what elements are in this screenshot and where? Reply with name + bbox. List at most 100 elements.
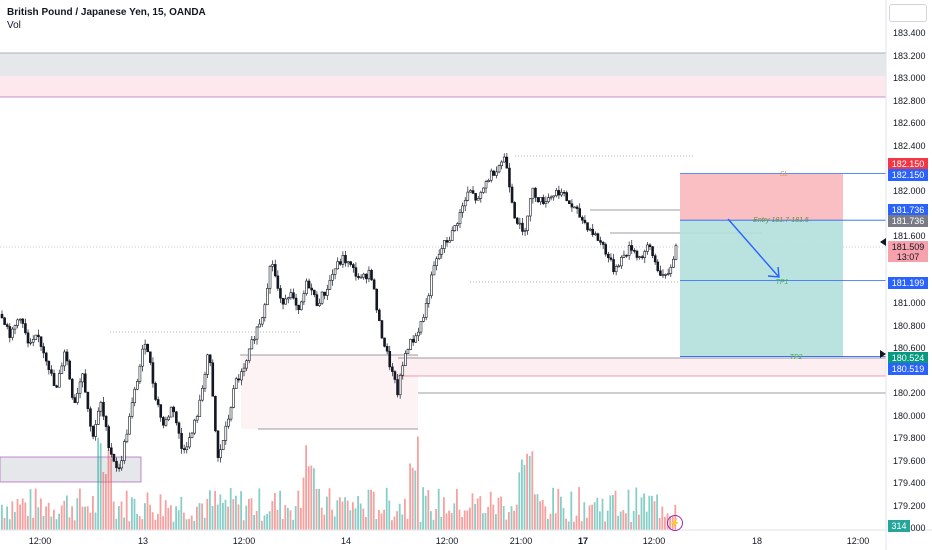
candle-body — [273, 264, 277, 277]
candle-body — [3, 317, 6, 325]
volume-bar — [554, 513, 557, 530]
candle-body — [307, 280, 311, 289]
candle-body — [294, 297, 298, 306]
candle-body — [47, 360, 51, 371]
volume-bar — [619, 511, 622, 530]
volume-bar — [144, 503, 146, 530]
candle-body — [63, 351, 66, 367]
demand-zone-light — [241, 355, 418, 429]
price-tick-label: 182.400 — [893, 140, 926, 151]
volume-bar — [596, 497, 599, 530]
volume-bar — [81, 506, 84, 530]
volume-bar — [271, 501, 274, 530]
volume-bar — [456, 488, 458, 530]
volume-bar — [531, 451, 534, 530]
candle-body — [453, 225, 457, 231]
candle-body — [325, 289, 329, 296]
candle-body — [474, 193, 477, 201]
candle-body — [653, 255, 657, 263]
volume-bar — [287, 507, 289, 530]
volume-bar — [141, 519, 144, 530]
candle-body — [659, 270, 662, 276]
candle-body — [232, 388, 235, 408]
volume-indicator-label[interactable]: Vol — [7, 20, 21, 31]
volume-bar — [380, 513, 383, 530]
volume-bar — [266, 513, 268, 530]
volume-bar — [591, 504, 593, 530]
price-tick-label: 182.600 — [893, 118, 926, 128]
candle-body — [375, 288, 379, 311]
volume-bar — [458, 509, 461, 530]
candle-body — [237, 378, 241, 381]
candle-body — [599, 240, 602, 243]
time-tick-label: 12:00 — [28, 536, 52, 546]
candle-body — [591, 228, 595, 235]
candle-body — [185, 446, 189, 450]
candle-body — [247, 348, 251, 361]
volume-bar — [487, 506, 489, 530]
volume-bar — [58, 513, 60, 530]
candle-body — [188, 437, 191, 448]
volume-bar — [573, 521, 575, 530]
candle-body — [497, 165, 501, 173]
candle-body — [21, 318, 25, 324]
volume-bar — [617, 515, 619, 530]
volume-bar — [224, 499, 227, 530]
candle-body — [18, 318, 22, 321]
candle-body — [560, 191, 563, 196]
candle-body — [638, 256, 641, 258]
volume-bar — [149, 504, 151, 530]
volume-bar — [333, 516, 336, 530]
candle-body — [50, 369, 53, 374]
volume-bar — [383, 509, 385, 530]
volume-bar — [248, 498, 250, 530]
candle-body — [136, 381, 139, 390]
candle-body — [536, 197, 540, 203]
volume-bar — [557, 488, 560, 530]
candle-body — [76, 392, 79, 403]
candle-body — [260, 317, 264, 325]
candle-body — [357, 275, 360, 278]
candle-body — [484, 181, 488, 189]
candle-body — [495, 171, 498, 176]
price-tick-label: 179.800 — [893, 433, 926, 443]
candle-body — [604, 244, 608, 255]
volume-bar — [180, 496, 183, 530]
candle-body — [430, 274, 433, 297]
candle-body — [255, 326, 259, 340]
candle-body — [234, 378, 238, 389]
alert-lightning-icon[interactable]: ⚡ — [667, 515, 683, 531]
volume-bar — [279, 490, 281, 530]
candle-body — [182, 448, 186, 450]
volume-bar — [255, 510, 258, 530]
candle-body — [445, 240, 449, 243]
candle-body — [156, 399, 160, 405]
candle-body — [130, 402, 134, 417]
volume-bar — [276, 509, 279, 530]
volume-bar — [352, 502, 354, 530]
candle-body — [432, 265, 436, 276]
candle-body — [607, 253, 610, 259]
volume-bar — [261, 520, 263, 530]
candle-body — [333, 268, 337, 275]
volume-bar — [274, 492, 276, 530]
candle-body — [206, 354, 209, 375]
volume-bar — [172, 521, 175, 530]
candle-body — [549, 196, 553, 199]
candle-body — [476, 198, 480, 201]
candle-body — [463, 200, 467, 207]
volume-bar — [539, 501, 541, 530]
volume-bar — [63, 500, 66, 530]
tp1-label: TP1 — [775, 279, 789, 286]
candle-body — [78, 381, 82, 394]
candle-body — [492, 170, 496, 176]
candle-body — [635, 250, 639, 258]
volume-bar — [653, 501, 656, 530]
currency-selector-box[interactable] — [889, 4, 927, 22]
symbol-title[interactable]: British Pound / Japanese Yen, 15, OANDA — [7, 7, 206, 18]
candle-body — [336, 261, 339, 270]
volume-bar — [357, 495, 359, 530]
candle-body — [461, 205, 464, 213]
